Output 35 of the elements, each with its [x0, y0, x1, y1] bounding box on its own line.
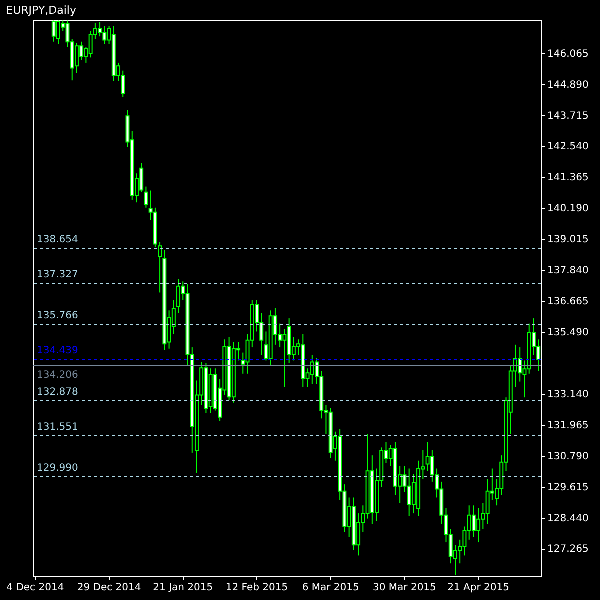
x-tick-label: 21 Jan 2015	[153, 582, 214, 594]
y-tick-label: 139.015	[548, 234, 589, 246]
x-tick-label: 30 Mar 2015	[373, 582, 436, 594]
ref-line-label: 134.206	[37, 370, 78, 381]
y-tick-label: 143.715	[548, 110, 589, 122]
candlestick	[176, 278, 181, 314]
y-tick-label: 142.540	[548, 142, 589, 153]
x-tick-label: 12 Feb 2015	[226, 582, 288, 594]
y-tick-label: 144.890	[548, 80, 589, 91]
candlestick	[144, 186, 148, 208]
y-tick-label: 146.065	[548, 48, 589, 60]
ref-line-label: 129.990	[37, 462, 78, 474]
ref-line-label: 132.878	[37, 386, 78, 398]
ref-line-label: 134.439	[37, 346, 78, 357]
ref-line-label: 138.654	[37, 234, 78, 246]
x-tick-label: 6 Mar 2015	[302, 582, 360, 594]
ref-line-label: 137.327	[37, 270, 78, 281]
x-tick-label: 21 Apr 2015	[448, 582, 510, 594]
candlestick	[158, 242, 162, 294]
ref-line-label: 135.766	[37, 310, 78, 322]
y-tick-label: 131.965	[548, 420, 589, 432]
y-tick-label: 130.790	[548, 451, 589, 462]
y-tick-label: 141.365	[548, 172, 589, 184]
y-tick-label: 127.265	[548, 544, 589, 556]
y-tick-label: 133.140	[548, 389, 589, 400]
chart-title: EURJPY,Daily	[6, 4, 77, 17]
x-tick-label: 29 Dec 2014	[77, 582, 142, 594]
x-tick-label: 4 Dec 2014	[6, 582, 64, 594]
y-tick-label: 135.490	[548, 327, 589, 338]
y-tick-label: 140.190	[548, 204, 589, 215]
y-tick-label: 129.615	[548, 482, 589, 494]
y-tick-label: 137.840	[548, 266, 589, 277]
y-tick-label: 128.440	[548, 513, 589, 524]
y-tick-label: 136.665	[548, 296, 589, 308]
ref-line-label: 131.551	[37, 422, 78, 433]
